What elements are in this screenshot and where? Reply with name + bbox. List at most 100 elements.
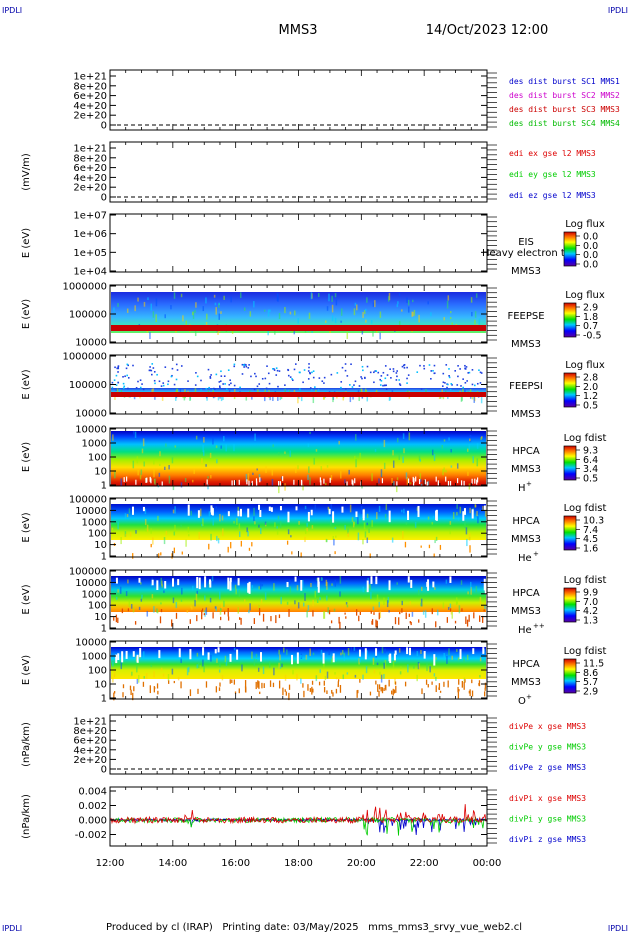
- sparse-dot: [321, 380, 324, 383]
- texture-mark: [185, 320, 187, 328]
- heatmap-texture: [115, 576, 486, 619]
- texture-mark: [366, 650, 368, 657]
- sparse-dot: [122, 382, 125, 385]
- texture-mark: [340, 308, 343, 316]
- hole-mark: [260, 652, 263, 662]
- spike-mark: [278, 614, 281, 619]
- gap-mark: [231, 480, 233, 486]
- spike-mark: [270, 615, 272, 622]
- sparse-dot: [379, 384, 382, 386]
- texture-mark: [221, 515, 224, 521]
- y-tick-label: -0.002: [75, 830, 107, 841]
- y-tick-label: 6e+20: [73, 736, 107, 747]
- hole-mark: [136, 654, 139, 663]
- sparse-dot: [226, 388, 228, 391]
- sparse-dot: [278, 370, 281, 372]
- legend-entry: edi ez gse l2 MMS3: [509, 191, 596, 200]
- texture-mark: [317, 388, 320, 394]
- spike-mark: [302, 683, 304, 688]
- spike-mark: [150, 543, 152, 548]
- spike-mark: [303, 690, 305, 698]
- texture-mark: [433, 673, 436, 677]
- texture-mark: [188, 666, 190, 673]
- texture-mark: [372, 606, 375, 611]
- spike-mark: [339, 621, 341, 630]
- texture-mark: [293, 310, 296, 316]
- sparse-dot: [323, 382, 325, 384]
- texture-mark: [252, 472, 254, 475]
- texture-mark: [222, 528, 224, 536]
- colorbar-tick-label: 3.4: [583, 464, 598, 475]
- spike-mark: [318, 681, 321, 686]
- spike-mark: [251, 542, 253, 547]
- spike-mark: [398, 617, 400, 625]
- spike-mark: [311, 680, 314, 685]
- panel-p5: 1000000 100000 10000 E (eV) FEEPSI MMS3 Log fl…: [21, 352, 605, 421]
- texture-mark: [253, 658, 256, 667]
- spike-mark: [160, 552, 162, 556]
- texture-mark: [300, 678, 302, 684]
- texture-mark: [358, 658, 360, 665]
- texture-mark: [120, 661, 123, 670]
- hole-mark: [355, 511, 358, 518]
- texture-mark: [112, 434, 114, 441]
- spike-mark: [173, 680, 175, 684]
- texture-mark: [302, 579, 304, 588]
- sparse-dot: [122, 376, 124, 378]
- texture-mark: [132, 431, 135, 435]
- gap-mark: [352, 480, 354, 486]
- y-tick-label: 1000: [82, 652, 107, 663]
- colorbar-title: Log fdist: [564, 646, 607, 657]
- legend-entry: des dist burst SC1 MMS1: [509, 77, 620, 86]
- y-tick-label: 1e+21: [73, 144, 107, 155]
- gap-mark: [161, 481, 163, 487]
- x-tick-label: 12:00: [96, 858, 125, 869]
- texture-mark: [174, 506, 176, 514]
- spike-mark: [331, 689, 333, 694]
- hole-mark: [164, 581, 167, 589]
- texture-mark: [323, 660, 325, 668]
- texture-mark: [214, 302, 217, 306]
- texture-mark: [331, 658, 333, 663]
- hole-mark: [472, 648, 475, 655]
- sparse-dot: [375, 370, 378, 372]
- gap-mark: [256, 481, 258, 487]
- texture-mark: [135, 530, 137, 534]
- texture-mark: [216, 535, 218, 542]
- texture-mark: [288, 389, 291, 394]
- texture-mark: [450, 465, 453, 468]
- texture-mark: [469, 507, 471, 514]
- texture-mark: [457, 657, 460, 661]
- sparse-dot: [141, 383, 143, 385]
- texture-mark: [449, 311, 452, 314]
- texture-mark: [276, 293, 279, 302]
- spike-mark: [421, 688, 423, 695]
- spike-mark: [244, 680, 247, 688]
- spike-mark: [233, 679, 236, 685]
- sparse-dot: [406, 366, 408, 369]
- texture-mark: [361, 485, 363, 489]
- texture-mark: [350, 647, 353, 653]
- texture-mark: [408, 432, 411, 441]
- texture-mark: [446, 656, 448, 664]
- top-holes: [115, 647, 485, 666]
- heatmap-texture: [111, 504, 487, 547]
- texture-mark: [302, 484, 304, 491]
- texture-mark: [421, 586, 423, 591]
- hole-mark: [139, 647, 142, 658]
- instrument-spacecraft: MMS3: [511, 266, 541, 277]
- hole-mark: [156, 580, 159, 591]
- texture-mark: [141, 448, 144, 454]
- sparse-dot: [175, 378, 178, 381]
- texture-mark: [297, 465, 299, 470]
- hole-mark: [388, 510, 391, 523]
- texture-mark: [306, 527, 308, 532]
- texture-mark: [429, 666, 431, 673]
- texture-mark: [372, 658, 375, 661]
- texture-mark: [314, 590, 317, 598]
- y-tick-label: 100: [88, 453, 107, 464]
- sparse-dot: [195, 372, 197, 374]
- texture-mark: [185, 539, 187, 547]
- spike-mark: [334, 551, 336, 555]
